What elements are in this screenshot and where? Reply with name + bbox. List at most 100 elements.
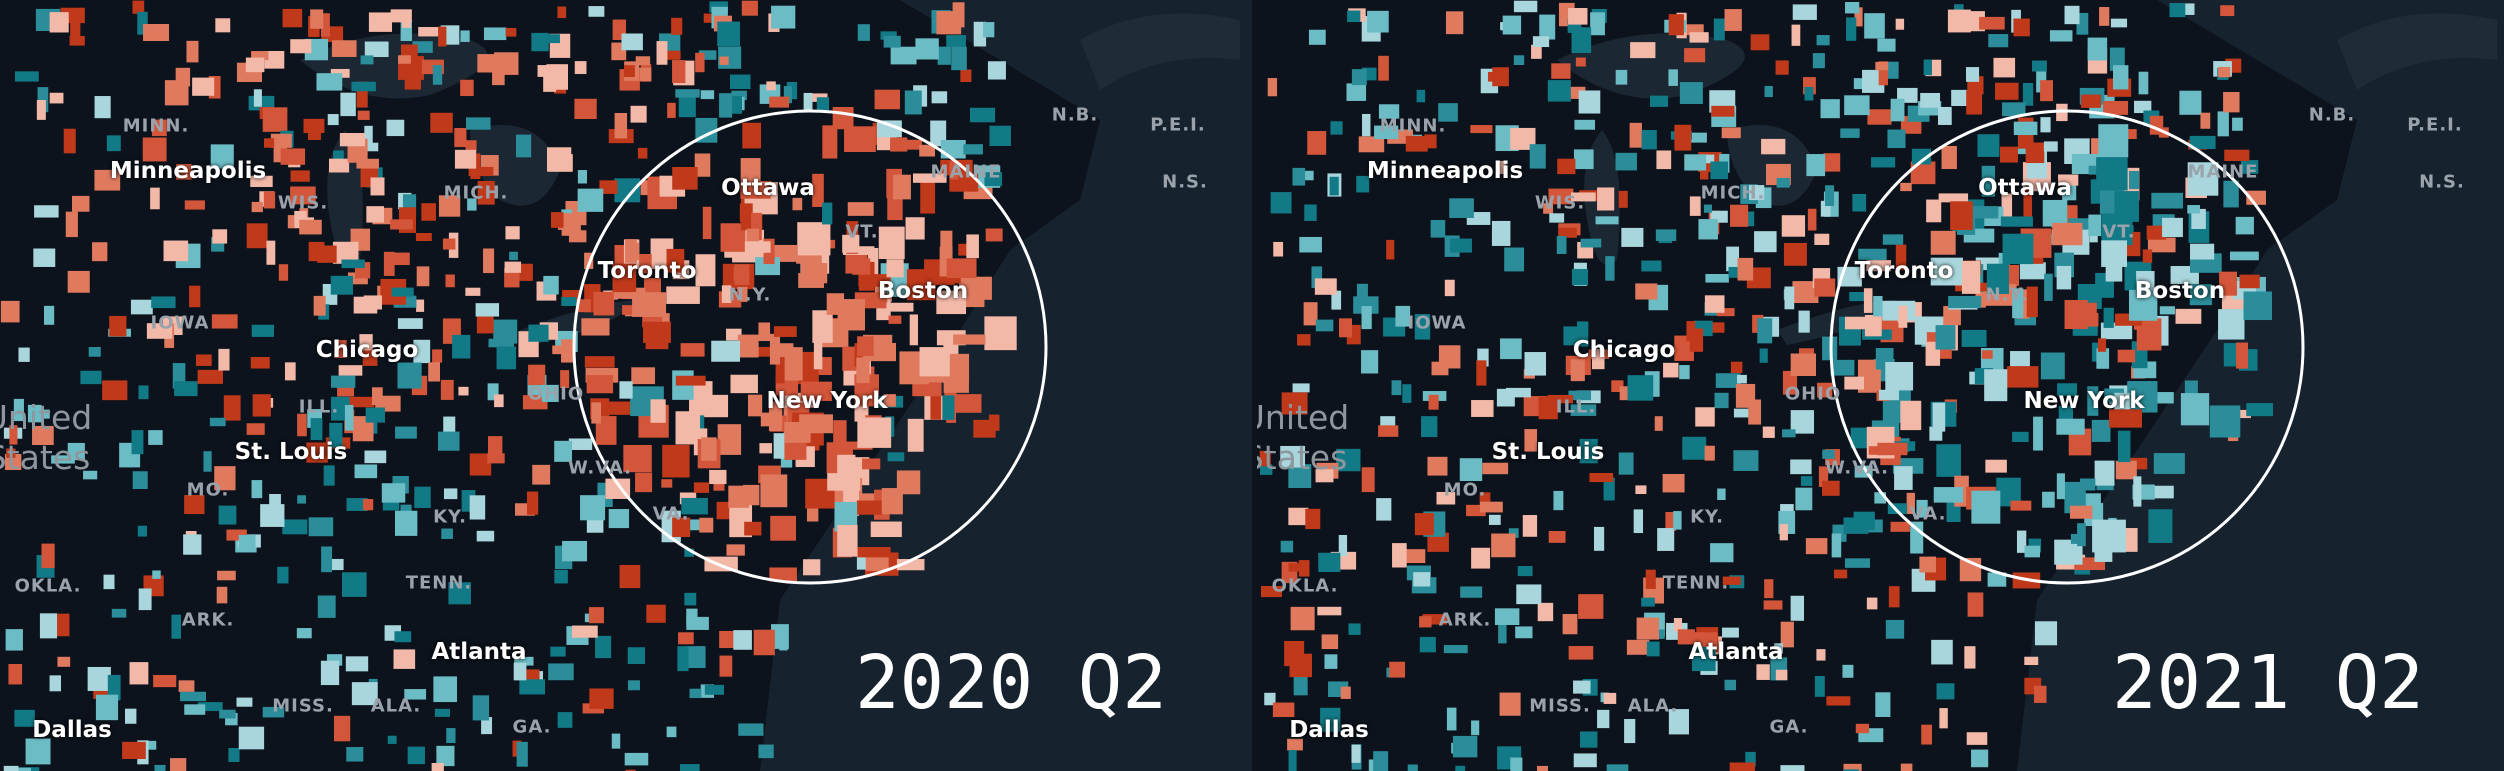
- region-tile: [1668, 14, 1684, 36]
- region-tile: [769, 333, 781, 365]
- region-tile: [1689, 196, 1701, 216]
- region-tile: [1695, 407, 1715, 427]
- region-tile: [1571, 268, 1589, 286]
- region-tile: [561, 213, 581, 236]
- region-tile: [1986, 263, 2009, 294]
- region-tile: [407, 746, 425, 765]
- region-tile: [1591, 348, 1605, 370]
- region-tile: [1627, 375, 1654, 401]
- map-canvas: [0, 0, 1252, 771]
- region-tile: [1573, 680, 1591, 694]
- region-tile: [2108, 409, 2142, 428]
- region-tile: [624, 752, 649, 766]
- region-tile: [1320, 707, 1341, 732]
- region-tile: [402, 11, 412, 28]
- region-tile: [413, 339, 431, 364]
- region-tile: [677, 646, 689, 672]
- region-tile: [341, 259, 365, 269]
- region-tile: [1868, 446, 1901, 455]
- region-tile: [1362, 113, 1371, 137]
- city-label: St. Louis: [1491, 439, 1605, 465]
- region-tile: [359, 334, 373, 351]
- region-tile: [1890, 98, 1905, 122]
- region-tile: [1606, 764, 1629, 771]
- region-tile: [211, 314, 238, 329]
- region-tile: [1329, 176, 1339, 196]
- region-tile: [346, 498, 368, 511]
- region-tile: [395, 426, 417, 439]
- region-tile: [186, 40, 199, 63]
- region-label: OKLA.: [1271, 575, 1339, 597]
- region-tile: [1817, 382, 1833, 398]
- region-tile: [1822, 449, 1835, 459]
- region-tile: [1471, 720, 1480, 736]
- region-tile: [887, 196, 903, 221]
- region-tile: [320, 660, 340, 686]
- region-tile: [1597, 709, 1610, 729]
- region-tile: [1267, 78, 1278, 97]
- region-tile: [1307, 131, 1327, 155]
- region-tile: [129, 662, 149, 685]
- region-tile: [2022, 82, 2034, 106]
- region-tile: [784, 421, 811, 443]
- region-tile: [1750, 34, 1770, 51]
- region-tile: [2062, 181, 2077, 201]
- region-tile: [2143, 392, 2174, 404]
- region-tile: [2124, 528, 2138, 552]
- region-tile: [1655, 229, 1677, 241]
- region-tile: [953, 334, 986, 345]
- region-tile: [208, 75, 221, 99]
- region-tile: [942, 395, 955, 420]
- region-tile: [226, 529, 247, 541]
- region-tile: [562, 540, 588, 562]
- region-tile: [1480, 501, 1503, 513]
- region-tile: [1703, 204, 1712, 213]
- region-tile: [260, 504, 285, 527]
- region-tile: [320, 13, 330, 37]
- region-tile: [2068, 428, 2092, 456]
- region-tile: [960, 69, 972, 83]
- region-tile: [217, 570, 236, 581]
- region-tile: [321, 546, 333, 573]
- region-tile: [1818, 466, 1829, 487]
- city-label: Ottawa: [1978, 175, 2072, 201]
- region-tile: [1471, 400, 1494, 417]
- region-tile: [758, 744, 774, 759]
- period-label: 2021 Q2: [2112, 640, 2424, 726]
- region-tile: [363, 295, 382, 310]
- region-tile: [693, 482, 710, 493]
- region-tile: [1595, 216, 1619, 225]
- region-tile: [713, 481, 725, 491]
- region-tile: [37, 87, 49, 113]
- region-tile: [779, 624, 788, 651]
- region-tile: [400, 20, 412, 42]
- region-tile: [528, 324, 549, 342]
- region-tile: [143, 24, 170, 42]
- region-tile: [738, 723, 764, 736]
- region-tile: [150, 187, 160, 210]
- region-tile: [1843, 769, 1860, 771]
- region-tile: [2034, 621, 2058, 646]
- region-tile: [125, 708, 137, 724]
- region-tile: [1844, 376, 1864, 390]
- region-tile: [2024, 656, 2039, 666]
- region-tile: [1605, 256, 1615, 281]
- region-tile: [1724, 9, 1742, 31]
- region-tile: [557, 712, 573, 728]
- region-tile: [969, 107, 996, 123]
- region-tile: [356, 158, 379, 169]
- region-tile: [236, 697, 253, 707]
- region-tile: [1745, 751, 1756, 767]
- region-tile: [1871, 157, 1896, 168]
- region-tile: [38, 409, 50, 419]
- region-tile: [574, 61, 587, 75]
- region-tile: [2099, 7, 2110, 26]
- region-tile: [1378, 104, 1400, 119]
- region-tile: [2183, 3, 2195, 15]
- region-tile: [766, 81, 776, 91]
- region-tile: [1290, 606, 1315, 631]
- region-tile: [1460, 586, 1483, 598]
- region-tile: [1524, 352, 1547, 376]
- region-tile: [487, 436, 503, 462]
- region-tile: [2103, 307, 2114, 328]
